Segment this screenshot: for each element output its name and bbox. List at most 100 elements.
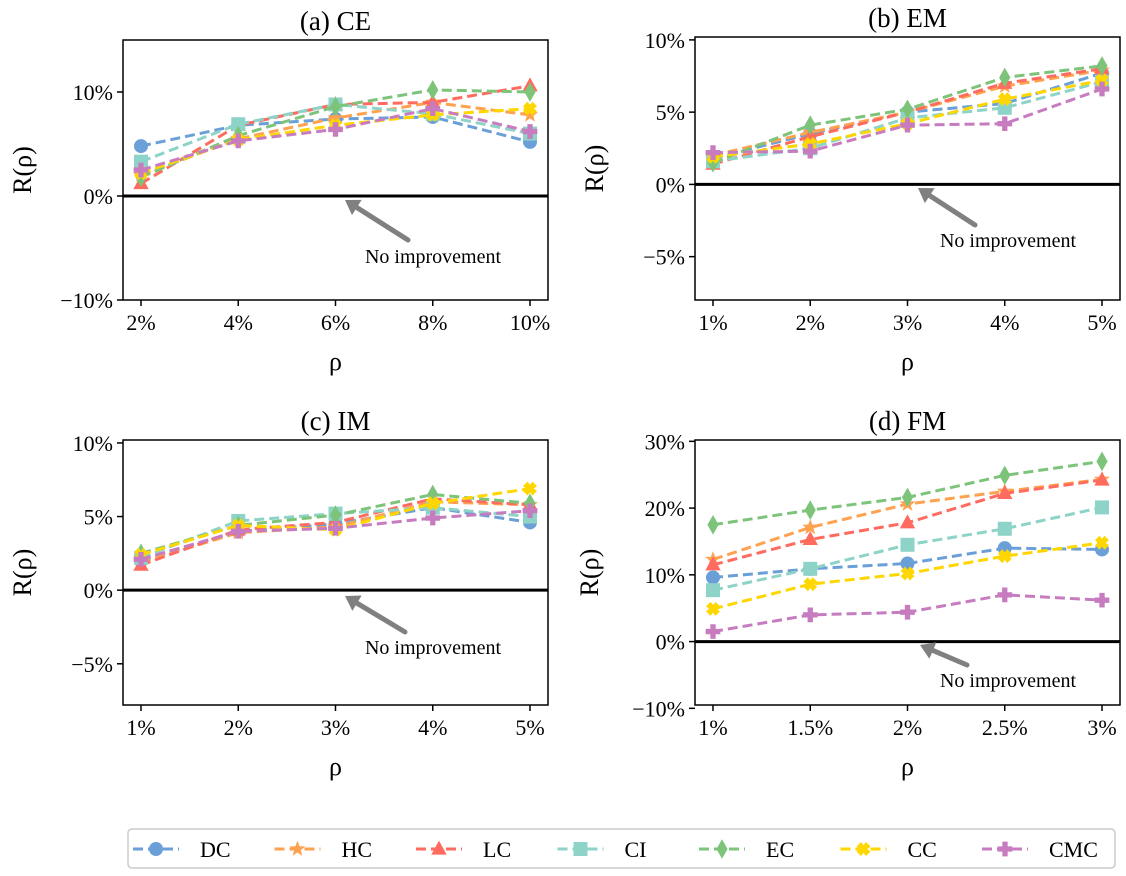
data-point-HC	[522, 106, 538, 122]
annotation-text: No improvement	[365, 246, 502, 268]
y-axis-label: R(ρ)	[8, 549, 37, 597]
legend-entry-CI: CI	[557, 837, 647, 862]
subplot-1: (a) CE −10% 0% 10% 2% 4% 6% 8% 10% ρ R(ρ) No improv…	[8, 6, 550, 376]
legend: DC HC LC CI EC CC CMC	[127, 828, 1116, 869]
data-point-CMC	[705, 624, 721, 639]
data-point-CMC	[1094, 81, 1110, 97]
data-point-CC	[706, 601, 720, 616]
data-point-CMC	[900, 117, 915, 133]
legend-marker-plus-filled-icon	[997, 841, 1013, 857]
legend-entry-HC: HC	[274, 837, 373, 862]
data-point-EC	[329, 505, 342, 525]
arrow-head-icon	[345, 595, 362, 611]
legend-entry-DC: DC	[133, 837, 231, 862]
data-point-HC	[327, 109, 344, 125]
x-tick-label: 1%	[126, 715, 155, 740]
legend-label: LC	[483, 837, 511, 862]
x-tick-label: 3%	[1087, 715, 1116, 740]
data-point-CC	[803, 577, 818, 592]
y-tick-label: −5%	[643, 245, 685, 270]
x-tick-label: 4%	[418, 715, 447, 740]
data-point-CMC	[997, 116, 1013, 132]
x-tick-label: 5%	[1087, 310, 1116, 335]
data-point-CI	[231, 117, 246, 132]
series-line-EC	[140, 88, 531, 179]
y-tick-label: 5%	[84, 505, 113, 530]
legend-label: DC	[200, 837, 231, 862]
x-tick-label: 2.5%	[982, 715, 1028, 740]
data-point-CMC	[522, 124, 538, 139]
data-point-LC	[1094, 471, 1110, 486]
data-point-CC	[523, 101, 537, 116]
x-tick-label: 4%	[224, 310, 253, 335]
data-point-EC	[1096, 451, 1108, 472]
data-point-EC	[901, 487, 914, 508]
subplot-2: (b) EM −5% 0% 5% 10% 1% 2% 3% 4% 5% ρ R(ρ) No improv…	[580, 3, 1121, 376]
data-point-CMC	[802, 143, 818, 159]
y-tick-label: −10%	[60, 288, 113, 313]
legend-label: CMC	[1049, 837, 1098, 862]
legend-marker-square-icon	[573, 842, 588, 856]
legend-label: CC	[908, 837, 937, 862]
data-point-LC	[802, 531, 818, 546]
annotation-text: No improvement	[365, 637, 502, 659]
arrow-head-icon	[918, 188, 935, 204]
legend-label: HC	[342, 837, 373, 862]
subplot-4: (d) FM −10% 0% 10% 20% 30% 1% 1.5% 2% 2.5% 3% ρ R(ρ)…	[575, 406, 1121, 781]
annotation-text: No improvement	[940, 670, 1077, 692]
annotation-arrow	[927, 193, 978, 228]
x-tick-label: 2%	[224, 715, 253, 740]
data-point-CC	[1095, 535, 1109, 550]
data-point-EC	[707, 152, 719, 173]
x-axis-label: ρ	[901, 347, 914, 376]
data-point-CMC	[328, 122, 343, 137]
x-tick-label: 3%	[321, 715, 350, 740]
x-axis-label: ρ	[329, 752, 342, 781]
data-point-CMC	[328, 520, 343, 536]
data-point-EC	[1096, 56, 1108, 76]
data-point-EC	[804, 115, 816, 135]
data-point-CI	[900, 537, 915, 552]
data-point-EC	[329, 96, 342, 117]
x-tick-label: 1%	[698, 310, 727, 335]
data-point-CI	[706, 583, 720, 598]
legend-box	[127, 828, 1116, 869]
axes-frame	[122, 439, 549, 706]
data-point-LC	[899, 514, 916, 529]
data-point-EC	[524, 82, 536, 102]
data-point-CMC	[425, 101, 441, 116]
data-point-CC	[900, 566, 915, 581]
data-point-DC	[706, 570, 720, 585]
data-point-CMC	[705, 145, 721, 160]
data-point-CMC	[522, 503, 538, 519]
y-tick-label: 0%	[656, 630, 685, 655]
data-point-LC	[705, 556, 721, 571]
x-tick-label: 1%	[698, 715, 727, 740]
legend-label: CI	[625, 837, 647, 862]
x-tick-label: 10%	[510, 310, 550, 335]
annotation-arrow	[354, 205, 411, 243]
legend-entry-CC: CC	[840, 837, 937, 862]
subplot-title: (d) FM	[869, 406, 946, 436]
data-point-LC	[997, 485, 1013, 500]
data-point-CC	[997, 92, 1012, 107]
y-tick-label: 10%	[73, 431, 113, 456]
y-tick-label: 0%	[84, 578, 113, 603]
x-tick-label: 6%	[321, 310, 350, 335]
data-point-HC	[802, 519, 819, 535]
x-tick-label: 2%	[893, 715, 922, 740]
data-point-EC	[999, 67, 1011, 88]
y-axis-label: R(ρ)	[8, 146, 37, 194]
data-point-CC	[425, 496, 440, 511]
y-tick-label: 10%	[73, 80, 113, 105]
data-point-CMC	[133, 551, 149, 567]
legend-entry-LC: LC	[416, 837, 511, 862]
legend-marker-triangle-icon	[431, 840, 447, 855]
arrow-head-icon	[345, 199, 362, 216]
data-point-CC	[523, 481, 537, 496]
subplot-title: (b) EM	[868, 3, 947, 33]
subplot-title: (c) IM	[301, 406, 371, 436]
data-point-CMC	[230, 133, 246, 149]
x-tick-label: 3%	[893, 310, 922, 335]
